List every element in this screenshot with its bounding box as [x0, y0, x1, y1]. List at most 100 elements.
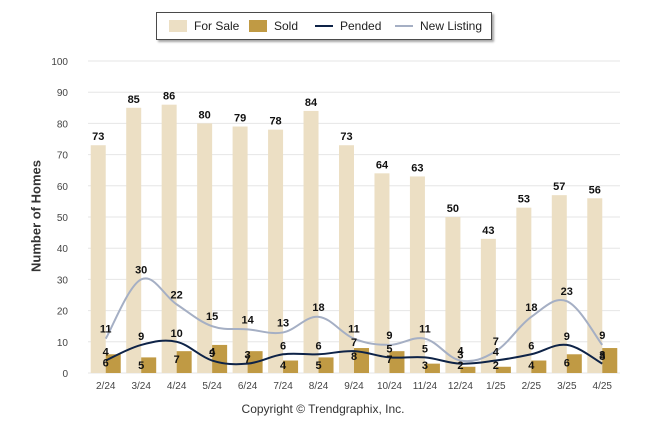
data-label-new-listing: 30 [135, 264, 147, 276]
y-tick-label: 70 [57, 151, 69, 162]
data-label-pended: 10 [171, 328, 183, 340]
bar-for-sale [551, 195, 567, 373]
x-tick-label: 5/24 [202, 381, 222, 392]
data-label-for-sale: 78 [269, 116, 281, 128]
x-tick-label: 12/24 [448, 381, 473, 392]
data-label-pended: 6 [315, 340, 321, 352]
y-tick-label: 100 [51, 57, 68, 68]
data-label-new-listing: 11 [100, 324, 112, 336]
bar-for-sale [161, 104, 177, 374]
bar-for-sale [90, 145, 106, 373]
data-label-for-sale: 79 [234, 113, 246, 125]
data-label-for-sale: 85 [128, 94, 140, 106]
data-label-sold: 7 [174, 354, 180, 366]
data-label-for-sale: 64 [376, 159, 389, 171]
data-label-sold: 8 [351, 351, 357, 363]
data-label-for-sale: 84 [305, 97, 318, 109]
x-tick-label: 9/24 [344, 381, 364, 392]
data-label-sold: 8 [599, 351, 605, 363]
legend-item-sold: Sold [249, 13, 298, 39]
bar-sold [212, 344, 228, 373]
bar-for-sale [303, 110, 319, 374]
data-label-new-listing: 7 [493, 336, 499, 348]
data-label-sold: 4 [280, 360, 287, 372]
legend-swatch-for-sale [169, 20, 187, 32]
data-label-new-listing: 9 [386, 330, 392, 342]
data-label-new-listing: 4 [457, 346, 464, 358]
data-label-pended: 3 [599, 350, 605, 362]
legend-swatch-sold [249, 20, 267, 32]
data-label-for-sale: 73 [92, 131, 104, 143]
data-label-new-listing: 18 [312, 302, 324, 314]
x-tick-label: 3/24 [131, 381, 151, 392]
data-label-pended: 4 [493, 347, 500, 359]
data-label-new-listing: 14 [241, 314, 254, 326]
bar-sold [566, 354, 582, 373]
bar-sold [460, 366, 476, 373]
data-label-sold: 6 [564, 357, 570, 369]
bar-for-sale [409, 176, 425, 373]
x-tick-label: 2/24 [96, 381, 116, 392]
data-label-sold: 6 [103, 357, 109, 369]
bar-sold [176, 351, 192, 373]
bar-for-sale [587, 198, 603, 373]
data-label-pended: 5 [386, 343, 392, 355]
y-tick-label: 40 [57, 244, 69, 255]
data-label-sold: 2 [457, 360, 463, 372]
data-label-for-sale: 80 [199, 109, 211, 121]
data-label-new-listing: 15 [206, 311, 218, 323]
y-tick-label: 60 [57, 182, 69, 193]
legend-label-new-listing: New Listing [420, 19, 483, 33]
data-label-pended: 3 [457, 350, 463, 362]
data-label-for-sale: 73 [340, 131, 352, 143]
bar-sold [318, 357, 334, 373]
data-label-for-sale: 63 [411, 162, 423, 174]
y-tick-label: 10 [57, 338, 69, 349]
data-label-pended: 4 [103, 347, 110, 359]
data-label-pended: 6 [528, 340, 534, 352]
data-label-sold: 9 [209, 348, 215, 360]
bar-for-sale [339, 145, 354, 373]
data-label-sold: 5 [138, 360, 144, 372]
bar-for-sale [445, 217, 461, 373]
legend-label-pended: Pended [340, 19, 382, 33]
data-label-pended: 5 [422, 343, 428, 355]
x-tick-label: 11/24 [413, 381, 438, 392]
data-label-new-listing: 11 [348, 324, 360, 336]
legend-label-for-sale: For Sale [194, 19, 240, 33]
bar-for-sale [480, 238, 496, 373]
bar-for-sale [232, 126, 248, 374]
x-tick-label: 4/24 [167, 381, 187, 392]
data-label-pended: 4 [209, 347, 216, 359]
data-label-new-listing: 13 [277, 317, 289, 329]
bar-for-sale [126, 107, 142, 374]
bar-sold [283, 360, 299, 373]
x-tick-label: 10/24 [377, 381, 402, 392]
bar-sold [531, 360, 547, 373]
bar-for-sale [197, 123, 213, 374]
x-tick-label: 6/24 [238, 381, 258, 392]
data-label-for-sale: 50 [447, 203, 459, 215]
bar-for-sale [268, 129, 284, 373]
x-tick-label: 2/25 [522, 381, 542, 392]
y-tick-label: 0 [62, 369, 68, 380]
y-tick-label: 80 [57, 119, 69, 130]
legend-label-sold: Sold [274, 19, 299, 33]
data-label-for-sale: 43 [482, 225, 494, 237]
legend-item-pended: Pended [315, 13, 381, 39]
legend-item-for-sale: For Sale [169, 13, 239, 39]
legend-item-new-listing: New Listing [395, 13, 482, 39]
data-label-pended: 3 [245, 350, 251, 362]
y-tick-label: 90 [57, 88, 69, 99]
legend-swatch-pended [315, 25, 333, 27]
data-label-sold: 3 [422, 360, 428, 372]
data-label-pended: 9 [138, 331, 144, 343]
x-tick-label: 4/25 [593, 381, 613, 392]
legend-swatch-new-listing [395, 25, 413, 27]
bar-sold [495, 366, 511, 373]
data-label-sold: 2 [493, 360, 499, 372]
data-label-new-listing: 22 [171, 289, 183, 301]
x-tick-label: 7/24 [273, 381, 293, 392]
